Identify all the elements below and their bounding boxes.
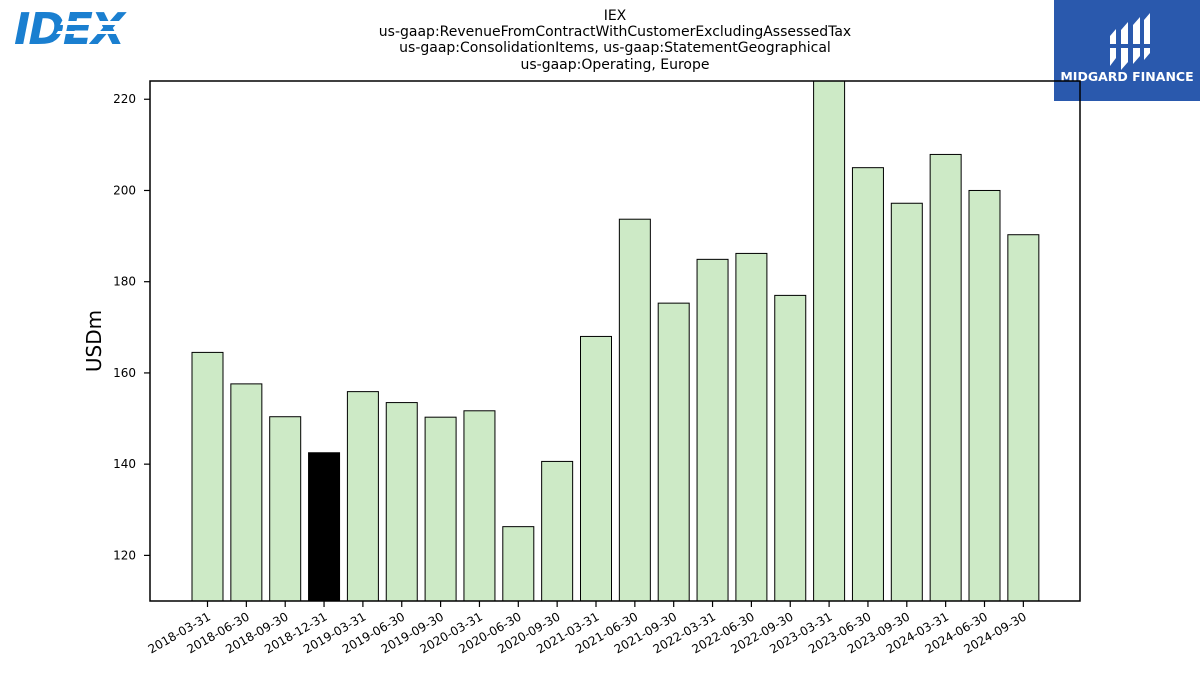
title-line-4: us-gaap:Operating, Europe bbox=[521, 57, 710, 73]
bar-2021-09-30 bbox=[657, 302, 690, 602]
idex-logo-stripe bbox=[56, 31, 152, 34]
bar-2020-06-30 bbox=[502, 526, 535, 602]
midgard-finance-logo: MIDGARD FINANCE bbox=[1054, 0, 1200, 101]
title-line-1: IEX bbox=[604, 8, 627, 24]
idex-logo-stripe bbox=[60, 21, 148, 25]
midgard-emblem-icon bbox=[1108, 13, 1152, 70]
bar-2022-06-30 bbox=[735, 252, 768, 602]
bar-2020-09-30 bbox=[541, 460, 574, 602]
bar-2018-09-30 bbox=[269, 416, 302, 602]
bar-2022-03-31 bbox=[696, 258, 729, 602]
bar-2020-03-31 bbox=[463, 410, 496, 602]
bar-2018-03-31 bbox=[191, 351, 224, 602]
title-line-3: us-gaap:ConsolidationItems, us-gaap:Stat… bbox=[399, 40, 831, 56]
bar-2019-09-30 bbox=[424, 416, 457, 602]
midgard-logo-text: MIDGARD FINANCE bbox=[1060, 69, 1193, 84]
y-tick-label-200: 200 bbox=[113, 183, 136, 197]
bar-2023-03-31 bbox=[813, 80, 846, 602]
bar-2019-06-30 bbox=[385, 402, 418, 602]
bar-2023-06-30 bbox=[851, 167, 884, 602]
y-axis-label: USDm bbox=[82, 310, 106, 372]
bar-2018-06-30 bbox=[230, 383, 263, 602]
bar-2021-03-31 bbox=[580, 335, 612, 602]
plot-frame bbox=[149, 80, 1081, 602]
chart-title: IEX us-gaap:RevenueFromContractWithCusto… bbox=[379, 8, 851, 73]
idex-logo-text: IDEX bbox=[14, 4, 127, 55]
bar-2023-09-30 bbox=[890, 202, 923, 602]
bar-2021-06-30 bbox=[618, 218, 651, 602]
bar-2024-03-31 bbox=[929, 153, 962, 602]
y-tick-label-140: 140 bbox=[113, 457, 136, 471]
bar-2018-12-31 bbox=[308, 452, 341, 602]
bar-2019-03-31 bbox=[346, 391, 379, 602]
bar-2024-06-30 bbox=[968, 189, 1001, 602]
title-line-2: us-gaap:RevenueFromContractWithCustomerE… bbox=[379, 24, 851, 40]
plot-area: 1201401601802002202018-03-312018-06-3020… bbox=[113, 80, 1081, 656]
bar-2022-09-30 bbox=[774, 294, 807, 602]
y-tick-label-220: 220 bbox=[113, 92, 136, 106]
idex-logo: IDEX bbox=[14, 4, 152, 55]
y-tick-label-160: 160 bbox=[113, 366, 136, 380]
y-tick-label-180: 180 bbox=[113, 275, 136, 289]
bar-2024-09-30 bbox=[1007, 234, 1040, 602]
y-tick-label-120: 120 bbox=[113, 548, 136, 562]
